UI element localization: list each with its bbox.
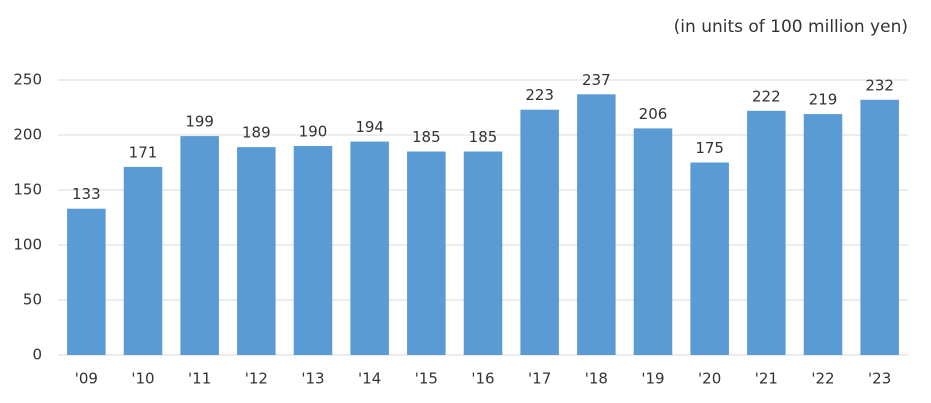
data-label: 185 (469, 128, 498, 146)
data-label: 206 (639, 105, 668, 123)
bar (293, 146, 333, 355)
bar (690, 162, 729, 355)
data-label: 189 (242, 124, 271, 142)
bar (747, 110, 786, 355)
data-label: 219 (809, 91, 838, 109)
bar (350, 141, 389, 355)
x-tick-label: '17 (528, 370, 551, 388)
data-label: 190 (299, 123, 328, 141)
x-tick-label: '20 (698, 370, 721, 388)
bar (463, 151, 503, 355)
x-tick-label: '19 (641, 370, 664, 388)
y-tick-label: 250 (13, 71, 42, 89)
data-label: 199 (185, 113, 214, 131)
bar (520, 109, 559, 355)
x-tick-label: '18 (585, 370, 608, 388)
x-tick-label: '09 (75, 370, 98, 388)
data-label: 222 (752, 87, 781, 105)
y-tick-label: 150 (13, 181, 42, 199)
x-tick-label: '21 (755, 370, 778, 388)
bar (237, 147, 276, 355)
x-tick-label: '11 (188, 370, 211, 388)
data-label: 223 (525, 86, 554, 104)
unit-label: (in units of 100 million yen) (674, 17, 908, 37)
data-label: 237 (582, 71, 611, 89)
bar (123, 166, 163, 355)
x-tick-label: '12 (245, 370, 268, 388)
x-tick-label: '15 (415, 370, 438, 388)
x-tick-label: '10 (131, 370, 154, 388)
x-tick-label: '14 (358, 370, 381, 388)
y-tick-label: 200 (13, 126, 42, 144)
bar (860, 99, 899, 355)
data-label: 175 (695, 139, 724, 157)
bar (577, 94, 616, 356)
x-tick-label: '16 (471, 370, 494, 388)
x-tick-label: '22 (811, 370, 834, 388)
data-label: 133 (72, 185, 101, 203)
data-label: 194 (355, 118, 384, 136)
bar (67, 208, 106, 355)
bar (180, 136, 219, 355)
y-tick-label: 50 (23, 291, 42, 309)
y-tick-label: 100 (13, 236, 42, 254)
bar (633, 128, 673, 355)
bar (407, 151, 446, 355)
data-label: 185 (412, 128, 441, 146)
x-tick-label: '13 (301, 370, 324, 388)
data-label: 232 (865, 76, 894, 94)
bar (803, 114, 843, 355)
x-tick-label: '23 (868, 370, 891, 388)
y-tick-label: 0 (32, 346, 42, 364)
data-label: 171 (129, 143, 158, 161)
